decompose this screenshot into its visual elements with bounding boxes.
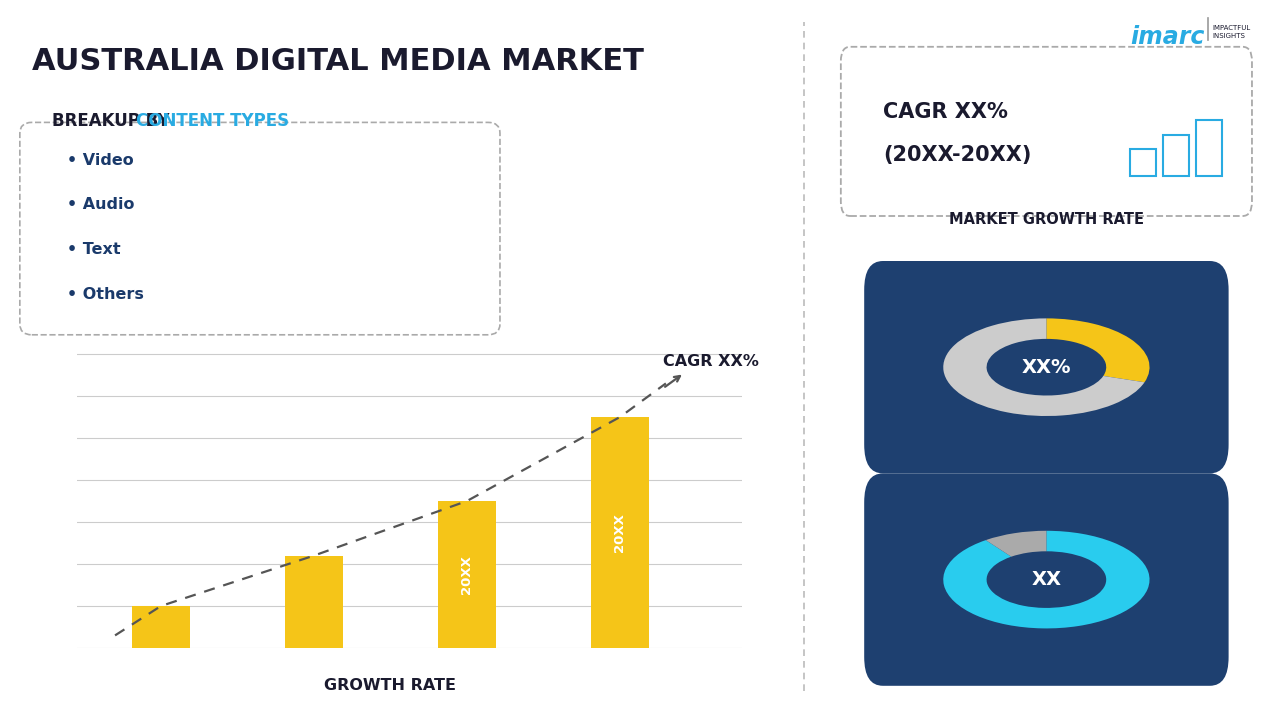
Text: XX%: XX% [1021, 358, 1071, 377]
Text: • Others: • Others [68, 287, 145, 302]
Text: HIGHEST CAGR: HIGHEST CAGR [984, 457, 1108, 472]
Text: • Video: • Video [68, 153, 134, 168]
Text: MARKET GROWTH RATE: MARKET GROWTH RATE [948, 212, 1144, 228]
Wedge shape [1047, 318, 1149, 382]
Text: IMPACTFUL
INSIGHTS: IMPACTFUL INSIGHTS [1212, 25, 1251, 39]
Text: 20XX: 20XX [613, 513, 626, 552]
Bar [132, 606, 189, 648]
Text: • Text: • Text [68, 242, 122, 257]
Text: GROWTH RATE: GROWTH RATE [324, 678, 457, 693]
Bar [438, 501, 497, 648]
Text: imarc: imarc [1130, 25, 1204, 49]
Text: CAGR XX%: CAGR XX% [883, 102, 1007, 122]
Text: • Audio: • Audio [68, 197, 134, 212]
Text: CAGR XX%: CAGR XX% [663, 354, 759, 369]
Text: LARGEST MARKET: LARGEST MARKET [972, 671, 1121, 686]
Bar [285, 556, 343, 648]
FancyBboxPatch shape [20, 122, 500, 335]
Wedge shape [943, 531, 1149, 629]
Wedge shape [986, 531, 1047, 557]
Text: CONTENT TYPES: CONTENT TYPES [137, 112, 289, 130]
Text: (20XX-20XX): (20XX-20XX) [883, 145, 1032, 165]
FancyBboxPatch shape [841, 47, 1252, 216]
Text: AUSTRALIA DIGITAL MEDIA MARKET: AUSTRALIA DIGITAL MEDIA MARKET [32, 47, 644, 76]
Wedge shape [943, 318, 1144, 416]
FancyBboxPatch shape [864, 261, 1229, 474]
Bar [591, 417, 649, 648]
Text: XX: XX [1032, 570, 1061, 589]
FancyBboxPatch shape [864, 474, 1229, 685]
Text: 20XX: 20XX [461, 555, 474, 594]
Text: BREAKUP BY: BREAKUP BY [51, 112, 175, 130]
